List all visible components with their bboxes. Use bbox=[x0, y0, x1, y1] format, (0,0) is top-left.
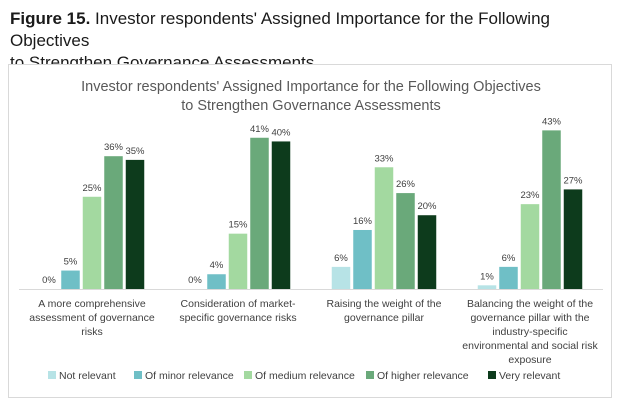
figure-caption-line1: Investor respondents' Assigned Importanc… bbox=[10, 9, 550, 50]
category-label-4-line-3: industry-specific bbox=[492, 326, 567, 338]
data-label-3-2: 16% bbox=[353, 216, 373, 227]
chart-title-line-1: Investor respondents' Assigned Importanc… bbox=[81, 79, 541, 95]
bar-3-2 bbox=[353, 229, 372, 289]
bar-2-5 bbox=[271, 141, 291, 289]
category-label-3-line-2: governance pillar bbox=[344, 312, 424, 324]
category-label-1-line-3: risks bbox=[81, 326, 103, 338]
data-label-3-5: 20% bbox=[417, 201, 437, 212]
legend-swatch-4 bbox=[366, 371, 374, 379]
category-label-2-line-1: Consideration of market- bbox=[181, 298, 296, 310]
bar-1-4 bbox=[104, 156, 123, 289]
chart-container: Investor respondents' Assigned Importanc… bbox=[8, 64, 612, 398]
data-label-1-2: 5% bbox=[64, 257, 78, 268]
bar-1-3 bbox=[82, 196, 102, 289]
bar-4-1 bbox=[477, 285, 497, 289]
category-label-3-line-1: Raising the weight of the bbox=[327, 298, 442, 310]
bar-1-2 bbox=[61, 270, 80, 289]
bar-2-3 bbox=[228, 233, 248, 289]
bar-2-4 bbox=[250, 137, 269, 289]
legend-label-4: Of higher relevance bbox=[377, 370, 469, 382]
legend-swatch-2 bbox=[134, 371, 142, 379]
data-label-2-3: 15% bbox=[228, 220, 248, 231]
data-label-4-1: 1% bbox=[480, 271, 494, 282]
legend-label-1: Not relevant bbox=[59, 370, 116, 382]
category-label-1-line-2: assessment of governance bbox=[29, 312, 155, 324]
bar-1-5 bbox=[125, 159, 145, 289]
data-label-4-3: 23% bbox=[520, 190, 540, 201]
data-label-3-1: 6% bbox=[334, 253, 348, 264]
data-label-1-3: 25% bbox=[82, 183, 102, 194]
bar-3-5 bbox=[417, 215, 437, 289]
category-label-4-line-4: environmental and social risk bbox=[462, 340, 598, 352]
bar-3-1 bbox=[331, 266, 351, 289]
bar-3-4 bbox=[396, 193, 415, 289]
legend-label-3: Of medium relevance bbox=[255, 370, 355, 382]
bar-4-2 bbox=[499, 266, 518, 289]
category-label-4-line-1: Balancing the weight of the bbox=[467, 298, 593, 310]
bar-4-5 bbox=[563, 189, 583, 289]
category-label-4-line-5: exposure bbox=[508, 354, 551, 366]
bar-chart: Investor respondents' Assigned Importanc… bbox=[19, 79, 603, 382]
legend-swatch-5 bbox=[488, 371, 496, 379]
data-label-1-1: 0% bbox=[42, 275, 56, 286]
data-label-4-5: 27% bbox=[563, 175, 583, 186]
legend-label-2: Of minor relevance bbox=[145, 370, 234, 382]
category-label-2-line-2: specific governance risks bbox=[179, 312, 296, 324]
bar-4-3 bbox=[520, 204, 540, 289]
bar-2-2 bbox=[207, 274, 226, 289]
data-label-4-2: 6% bbox=[502, 253, 516, 264]
data-label-3-4: 26% bbox=[396, 179, 416, 190]
data-label-2-2: 4% bbox=[210, 260, 224, 271]
legend-swatch-1 bbox=[48, 371, 56, 379]
legend-swatch-3 bbox=[244, 371, 252, 379]
data-label-2-1: 0% bbox=[188, 275, 202, 286]
data-label-2-5: 40% bbox=[271, 127, 291, 138]
figure-number: Figure 15. bbox=[10, 9, 91, 28]
data-label-1-4: 36% bbox=[104, 142, 124, 153]
bar-3-3 bbox=[374, 167, 394, 289]
category-label-4-line-2: governance pillar with the bbox=[470, 312, 589, 324]
data-label-4-4: 43% bbox=[542, 116, 562, 127]
data-label-1-5: 35% bbox=[125, 146, 145, 157]
data-label-2-4: 41% bbox=[250, 124, 270, 135]
chart-title-line-2: to Strengthen Governance Assessments bbox=[181, 98, 441, 114]
bar-4-4 bbox=[542, 130, 561, 289]
data-label-3-3: 33% bbox=[374, 153, 394, 164]
category-label-1-line-1: A more comprehensive bbox=[38, 298, 146, 310]
legend-label-5: Very relevant bbox=[499, 370, 560, 382]
